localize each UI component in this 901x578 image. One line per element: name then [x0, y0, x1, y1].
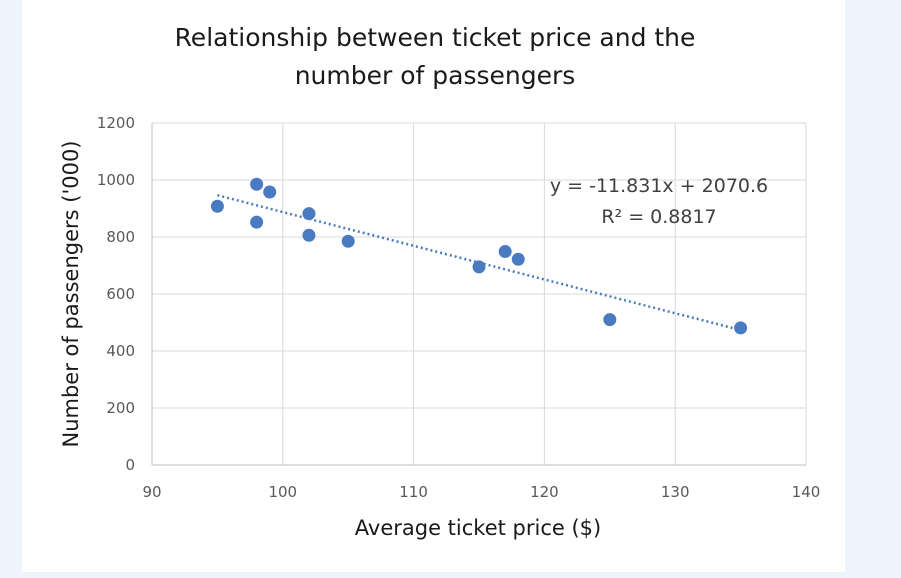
- gridlines: [152, 122, 807, 465]
- data-point: [472, 260, 486, 274]
- y-tick-label: 1000: [97, 171, 135, 189]
- y-tick-label: 200: [106, 399, 135, 417]
- data-point: [734, 321, 748, 335]
- y-tick-label: 0: [125, 456, 135, 474]
- data-point: [498, 245, 512, 259]
- data-point: [511, 252, 525, 266]
- data-points: [210, 177, 748, 335]
- x-tick-label: 110: [399, 483, 428, 501]
- data-point: [210, 199, 224, 213]
- x-tick-labels: 90 100 110 120 130 140: [142, 483, 820, 501]
- data-point: [302, 207, 316, 221]
- y-tick-label: 400: [106, 342, 135, 360]
- x-tick-label: 90: [142, 483, 161, 501]
- x-tick-label: 120: [530, 483, 559, 501]
- chart-title-line-1: Relationship between ticket price and th…: [175, 23, 696, 52]
- y-tick-labels: 0 200 400 600 800 1000 1200: [97, 114, 135, 474]
- data-point: [263, 185, 277, 199]
- chart-title: Relationship between ticket price and th…: [175, 23, 696, 90]
- chart-title-line-2: number of passengers: [295, 61, 576, 90]
- chart-card: [22, 0, 845, 572]
- y-tick-label: 800: [106, 228, 135, 246]
- x-tick-label: 100: [268, 483, 297, 501]
- data-point: [302, 228, 316, 242]
- data-point: [250, 177, 264, 191]
- trendline-equation: y = -11.831x + 2070.6: [550, 175, 768, 197]
- x-tick-label: 140: [792, 483, 821, 501]
- data-point: [250, 215, 264, 229]
- trendline-r-squared: R² = 0.8817: [601, 206, 716, 228]
- data-point: [341, 234, 355, 248]
- y-tick-label: 1200: [97, 114, 135, 132]
- x-axis-title: Average ticket price ($): [355, 516, 601, 540]
- data-point: [603, 313, 617, 327]
- x-tick-label: 130: [661, 483, 690, 501]
- axes: [151, 123, 806, 466]
- y-tick-label: 600: [106, 285, 135, 303]
- y-axis-title: Number of passengers ('000): [59, 140, 83, 447]
